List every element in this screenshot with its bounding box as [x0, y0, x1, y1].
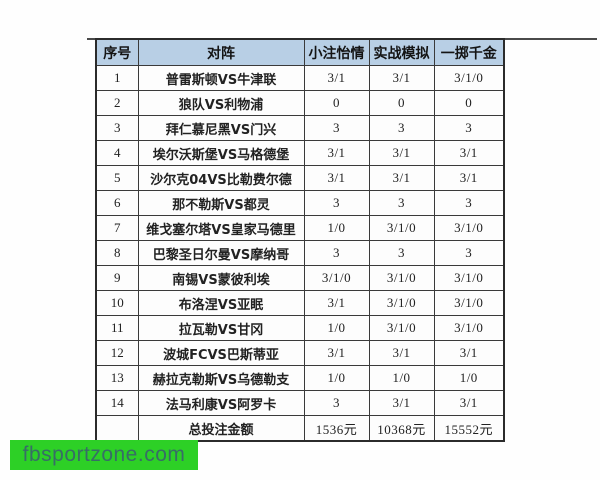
casual-bet-cell: 3/1: [303, 290, 370, 316]
match-cell: 南锡VS蒙彼利埃: [137, 265, 305, 291]
match-cell: 那不勒斯VS都灵: [137, 190, 305, 216]
table-row: 2 狼队VS利物浦 0 0 0: [95, 90, 505, 116]
betting-odds-table: 序号 对阵 小注怡情 实战模拟 一掷千金 1 普雷斯顿VS牛津联 3/1 3/1…: [95, 38, 505, 442]
simulation-cell: 3/1/0: [368, 215, 435, 241]
match-cell: 巴黎圣日尔曼VS摩纳哥: [137, 240, 305, 266]
table-row: 1 普雷斯顿VS牛津联 3/1 3/1 3/1/0: [95, 65, 505, 91]
casual-bet-cell: 3/1: [303, 140, 370, 166]
casual-bet-cell: 3: [303, 190, 370, 216]
simulation-cell: 3/1: [368, 165, 435, 191]
big-bet-cell: 3/1/0: [433, 315, 505, 341]
table-row: 7 维戈塞尔塔VS皇家马德里 1/0 3/1/0 3/1/0: [95, 215, 505, 241]
casual-bet-cell: 3: [303, 390, 370, 416]
table-row: 11 拉瓦勒VS甘冈 1/0 3/1/0 3/1/0: [95, 315, 505, 341]
row-number-cell: 9: [95, 265, 139, 291]
header-matchup: 对阵: [137, 38, 305, 66]
table-row: 14 法马利康VS阿罗卡 3 3/1 3/1: [95, 390, 505, 416]
match-cell: 维戈塞尔塔VS皇家马德里: [137, 215, 305, 241]
big-bet-cell: 3/1: [433, 390, 505, 416]
match-cell: 法马利康VS阿罗卡: [137, 390, 305, 416]
simulation-cell: 3/1: [368, 140, 435, 166]
simulation-cell: 3: [368, 190, 435, 216]
big-bet-cell: 3/1: [433, 140, 505, 166]
simulation-cell: 3: [368, 115, 435, 141]
total-big-cell: 15552元: [433, 415, 505, 442]
big-bet-cell: 3: [433, 240, 505, 266]
match-cell: 埃尔沃斯堡VS马格德堡: [137, 140, 305, 166]
row-number-cell: 6: [95, 190, 139, 216]
match-cell: 布洛涅VS亚眠: [137, 290, 305, 316]
total-casual-cell: 1536元: [303, 415, 370, 442]
simulation-cell: 3/1/0: [368, 290, 435, 316]
table-row: 9 南锡VS蒙彼利埃 3/1/0 3/1/0 3/1/0: [95, 265, 505, 291]
watermark-banner: fbsportzone.com: [10, 440, 198, 470]
big-bet-cell: 3/1/0: [433, 215, 505, 241]
casual-bet-cell: 3: [303, 240, 370, 266]
header-number: 序号: [95, 38, 139, 66]
row-number-cell: 8: [95, 240, 139, 266]
table-row: 10 布洛涅VS亚眠 3/1 3/1/0 3/1/0: [95, 290, 505, 316]
casual-bet-cell: 3/1/0: [303, 265, 370, 291]
header-casual-bet: 小注怡情: [303, 38, 370, 66]
match-cell: 拉瓦勒VS甘冈: [137, 315, 305, 341]
simulation-cell: 3/1/0: [368, 265, 435, 291]
row-number-cell: 12: [95, 340, 139, 366]
match-cell: 赫拉克勒斯VS乌德勒支: [137, 365, 305, 391]
big-bet-cell: 3: [433, 115, 505, 141]
match-cell: 沙尔克04VS比勒费尔德: [137, 165, 305, 191]
big-bet-cell: 3/1: [433, 340, 505, 366]
simulation-cell: 3/1: [368, 65, 435, 91]
match-cell: 波城FCVS巴斯蒂亚: [137, 340, 305, 366]
row-number-cell: 5: [95, 165, 139, 191]
big-bet-cell: 0: [433, 90, 505, 116]
simulation-cell: 1/0: [368, 365, 435, 391]
row-number-cell: 11: [95, 315, 139, 341]
casual-bet-cell: 3/1: [303, 340, 370, 366]
simulation-cell: 3/1: [368, 390, 435, 416]
simulation-cell: 3: [368, 240, 435, 266]
casual-bet-cell: 1/0: [303, 315, 370, 341]
row-number-cell: 2: [95, 90, 139, 116]
simulation-cell: 3/1/0: [368, 315, 435, 341]
casual-bet-cell: 3: [303, 115, 370, 141]
header-simulation: 实战模拟: [368, 38, 435, 66]
casual-bet-cell: 3/1: [303, 165, 370, 191]
table-header-row: 序号 对阵 小注怡情 实战模拟 一掷千金: [95, 38, 505, 66]
table-row: 3 拜仁慕尼黑VS门兴 3 3 3: [95, 115, 505, 141]
table-row: 13 赫拉克勒斯VS乌德勒支 1/0 1/0 1/0: [95, 365, 505, 391]
total-sim-cell: 10368元: [368, 415, 435, 442]
match-cell: 拜仁慕尼黑VS门兴: [137, 115, 305, 141]
table-row: 4 埃尔沃斯堡VS马格德堡 3/1 3/1 3/1: [95, 140, 505, 166]
big-bet-cell: 3/1/0: [433, 65, 505, 91]
row-number-cell: 7: [95, 215, 139, 241]
row-number-cell: 10: [95, 290, 139, 316]
casual-bet-cell: 1/0: [303, 215, 370, 241]
simulation-cell: 0: [368, 90, 435, 116]
big-bet-cell: 1/0: [433, 365, 505, 391]
table-row: 5 沙尔克04VS比勒费尔德 3/1 3/1 3/1: [95, 165, 505, 191]
big-bet-cell: 3/1/0: [433, 265, 505, 291]
total-row: 总投注金额 1536元 10368元 15552元: [95, 415, 505, 442]
total-label-cell: 总投注金额: [137, 415, 305, 442]
total-empty-cell: [95, 415, 139, 442]
row-number-cell: 13: [95, 365, 139, 391]
table-row: 8 巴黎圣日尔曼VS摩纳哥 3 3 3: [95, 240, 505, 266]
row-number-cell: 4: [95, 140, 139, 166]
simulation-cell: 3/1: [368, 340, 435, 366]
casual-bet-cell: 1/0: [303, 365, 370, 391]
row-number-cell: 14: [95, 390, 139, 416]
table-row: 12 波城FCVS巴斯蒂亚 3/1 3/1 3/1: [95, 340, 505, 366]
big-bet-cell: 3/1: [433, 165, 505, 191]
header-big-bet: 一掷千金: [433, 38, 505, 66]
casual-bet-cell: 3/1: [303, 65, 370, 91]
big-bet-cell: 3/1/0: [433, 290, 505, 316]
big-bet-cell: 3: [433, 190, 505, 216]
casual-bet-cell: 0: [303, 90, 370, 116]
row-number-cell: 3: [95, 115, 139, 141]
table-row: 6 那不勒斯VS都灵 3 3 3: [95, 190, 505, 216]
match-cell: 普雷斯顿VS牛津联: [137, 65, 305, 91]
match-cell: 狼队VS利物浦: [137, 90, 305, 116]
row-number-cell: 1: [95, 65, 139, 91]
